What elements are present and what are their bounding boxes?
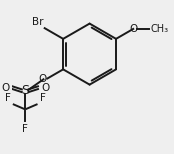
Text: CH₃: CH₃ [151, 24, 169, 34]
Text: O: O [38, 73, 46, 83]
Text: O: O [129, 24, 137, 34]
Text: O: O [1, 83, 9, 93]
Text: F: F [22, 124, 28, 134]
Text: O: O [41, 83, 49, 93]
Text: F: F [40, 93, 46, 103]
Text: F: F [5, 93, 11, 103]
Text: S: S [21, 84, 29, 97]
Text: Br: Br [32, 17, 43, 27]
